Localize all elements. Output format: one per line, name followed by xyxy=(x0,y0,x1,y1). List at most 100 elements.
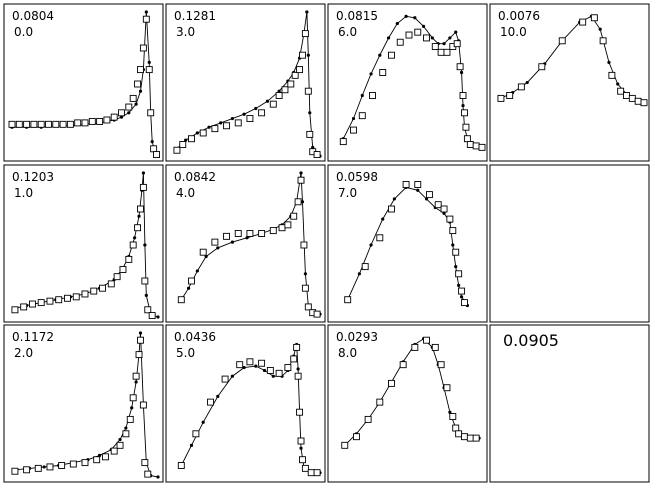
observed-point xyxy=(11,306,19,314)
observed-point xyxy=(20,303,28,311)
observed-point xyxy=(125,255,133,263)
fitted-point xyxy=(416,188,420,192)
observed-point xyxy=(443,384,451,392)
observed-point xyxy=(396,38,404,46)
observed-point xyxy=(506,92,514,99)
observed-point xyxy=(425,191,433,199)
observed-point xyxy=(449,227,457,235)
observed-point xyxy=(137,205,144,213)
observed-point xyxy=(52,120,60,128)
fitted-point xyxy=(616,82,620,86)
observed-point xyxy=(313,310,321,318)
observed-point xyxy=(234,119,242,127)
fitted-point xyxy=(124,426,128,430)
observed-point xyxy=(388,379,395,387)
fitted-point xyxy=(459,70,464,75)
observed-point xyxy=(296,408,304,416)
observed-point xyxy=(297,437,305,445)
panel-5: 0.1203 1.0 xyxy=(3,164,164,323)
panel-param-label: 4.0 xyxy=(176,186,195,200)
fitted-point xyxy=(525,80,529,85)
observed-point xyxy=(299,456,306,464)
observed-point xyxy=(579,18,587,26)
fitted-point xyxy=(413,16,417,20)
observed-point xyxy=(88,117,96,125)
fitted-point xyxy=(230,240,234,244)
panel-value-label: 0.0804 xyxy=(12,9,54,23)
observed-point xyxy=(177,462,185,469)
observed-point xyxy=(28,300,36,308)
observed-point xyxy=(207,398,214,406)
observed-point xyxy=(211,238,219,246)
observed-point xyxy=(199,129,207,137)
observed-point xyxy=(258,359,266,367)
fitted-point xyxy=(230,374,234,378)
fitted-point xyxy=(300,200,305,204)
fitted-point xyxy=(386,36,391,40)
observed-point xyxy=(81,119,89,127)
observed-point xyxy=(461,109,468,117)
observed-point xyxy=(290,212,298,220)
observed-point xyxy=(287,80,295,88)
observed-point xyxy=(119,266,127,273)
fitted-point xyxy=(357,272,361,276)
panel-value-label: 0.0076 xyxy=(498,9,540,23)
observed-point xyxy=(449,413,457,420)
observed-point xyxy=(423,34,430,42)
observed-point xyxy=(101,453,109,461)
observed-point xyxy=(472,142,480,150)
observed-point xyxy=(284,364,292,372)
observed-point xyxy=(81,459,89,467)
observed-point xyxy=(135,351,143,359)
panel-10: 0.0436 5.0 xyxy=(165,324,326,483)
panel-7: 0.0598 7.0 xyxy=(327,164,488,323)
observed-point xyxy=(617,87,625,95)
panel-param-label: 10.0 xyxy=(500,25,527,39)
observed-point xyxy=(141,277,149,285)
observed-point xyxy=(623,92,630,99)
fitted-point xyxy=(245,236,249,240)
fitted-point xyxy=(207,125,211,129)
fitted-point xyxy=(141,171,145,175)
observed-point xyxy=(137,66,144,74)
observed-point xyxy=(440,205,448,213)
observed-point xyxy=(223,122,231,130)
observed-point xyxy=(304,87,312,95)
panel-frame xyxy=(327,324,488,483)
fitted-series-line xyxy=(180,172,321,315)
fitted-point xyxy=(134,102,138,106)
observed-point xyxy=(148,312,156,320)
observed-point xyxy=(132,372,140,380)
fitted-point xyxy=(118,437,122,442)
fitted-point xyxy=(451,243,455,247)
fitted-point xyxy=(311,145,315,149)
panel-frame xyxy=(489,164,650,323)
fitted-point xyxy=(254,364,258,368)
observed-point xyxy=(640,99,648,107)
observed-point xyxy=(376,234,384,242)
fitted-point xyxy=(271,374,275,378)
observed-point xyxy=(125,103,133,111)
observed-point xyxy=(296,66,304,74)
observed-point xyxy=(275,92,283,99)
observed-point xyxy=(301,284,309,292)
panel-12 xyxy=(489,324,650,483)
observed-point xyxy=(139,44,147,52)
panel-1: 0.0804 0.0 xyxy=(3,3,164,162)
fitted-point xyxy=(138,89,143,93)
fitted-point xyxy=(454,265,458,269)
observed-point xyxy=(461,299,468,307)
panel-param-label: 8.0 xyxy=(338,346,357,360)
fitted-point xyxy=(448,410,452,414)
panels-layer: 0.0804 0.0 0.1281 3.0 0.0815 6.0 0.0076 10.0 0.1… xyxy=(3,3,650,483)
observed-point xyxy=(461,433,468,441)
fitted-point xyxy=(262,368,267,373)
observed-point xyxy=(399,361,407,369)
fitted-point xyxy=(138,331,143,335)
panel-value-label: 0.0436 xyxy=(174,330,216,344)
observed-point xyxy=(466,434,474,442)
observed-point xyxy=(313,151,321,159)
panel-value-label: 0.1172 xyxy=(12,330,54,344)
fitted-point xyxy=(299,171,303,175)
observed-point xyxy=(223,232,231,240)
